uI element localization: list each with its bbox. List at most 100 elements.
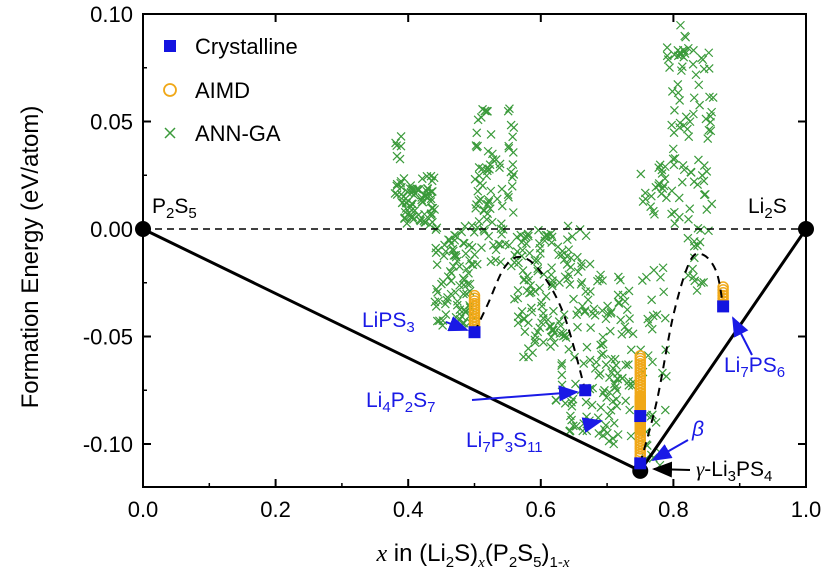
annga-point xyxy=(668,144,678,154)
annga-point xyxy=(593,276,602,286)
annga-point xyxy=(487,149,497,159)
annga-point xyxy=(670,154,680,163)
annga-point xyxy=(474,216,484,226)
annga-point xyxy=(573,322,582,332)
legend-annga-label: ANN-GA xyxy=(195,121,281,146)
annga-point xyxy=(673,80,683,89)
annga-point xyxy=(693,241,702,251)
annga-point xyxy=(549,328,559,338)
annga-point xyxy=(451,252,461,262)
annga-point xyxy=(658,368,667,378)
annga-point xyxy=(681,112,691,122)
annga-point xyxy=(455,305,465,315)
annga-point xyxy=(602,393,612,403)
annga-point xyxy=(704,226,713,236)
annga-point xyxy=(527,307,537,317)
annga-point xyxy=(462,264,472,274)
annga-point xyxy=(701,114,711,124)
annga-point xyxy=(699,176,709,186)
annga-point xyxy=(504,141,514,151)
aimd-point xyxy=(717,284,729,296)
annga-point xyxy=(624,380,634,390)
annga-point xyxy=(477,243,486,253)
annga-point xyxy=(557,370,567,380)
annga-point xyxy=(392,190,402,199)
annga-point xyxy=(706,126,716,136)
annga-point xyxy=(496,224,506,234)
annga-point xyxy=(506,167,516,177)
annga-point xyxy=(647,295,657,305)
annga-point xyxy=(546,270,556,280)
annga-point xyxy=(578,426,588,436)
annga-point xyxy=(431,301,441,311)
annga-point xyxy=(686,167,696,177)
annga-point xyxy=(558,328,568,338)
annga-point xyxy=(705,92,714,102)
annga-point xyxy=(568,394,578,404)
annga-point xyxy=(398,198,407,207)
annga-point xyxy=(685,204,695,214)
annga-point xyxy=(613,430,623,439)
annga-point xyxy=(681,32,691,42)
annga-point xyxy=(467,242,477,252)
annga-point xyxy=(494,239,504,249)
annga-point xyxy=(587,400,597,410)
annga-point xyxy=(513,312,523,322)
annga-point xyxy=(483,146,493,156)
annga-point xyxy=(693,180,703,189)
annga-point xyxy=(605,326,615,336)
annga-point xyxy=(683,233,693,243)
annga-point xyxy=(663,55,673,64)
annga-point xyxy=(596,350,606,360)
annga-point xyxy=(492,194,502,204)
annga-point xyxy=(482,106,491,116)
annga-point xyxy=(693,155,703,165)
annga-point xyxy=(536,297,546,307)
annga-point xyxy=(553,242,563,252)
annga-point xyxy=(432,223,442,233)
annga-point xyxy=(699,277,709,287)
annga-point xyxy=(519,314,529,324)
annga-point xyxy=(647,324,657,334)
annga-point xyxy=(648,357,657,367)
annga-point xyxy=(459,289,468,299)
annga-point xyxy=(491,255,501,265)
annga-point xyxy=(533,266,543,276)
annga-point xyxy=(520,274,529,284)
annga-point xyxy=(476,113,486,122)
legend-crystalline-label: Crystalline xyxy=(195,34,298,59)
annga-point xyxy=(508,160,518,169)
annga-point xyxy=(673,88,683,98)
annga-point xyxy=(622,305,632,315)
annga-point xyxy=(674,212,684,222)
annga-point xyxy=(535,248,545,258)
annga-point xyxy=(549,306,558,316)
annga-point xyxy=(658,263,668,273)
arrow-li7p3s11 xyxy=(581,417,603,433)
annga-point xyxy=(625,405,635,415)
x-tick-label: 0.6 xyxy=(526,497,557,522)
annga-point xyxy=(670,105,679,115)
annga-point xyxy=(656,189,666,199)
crystalline-point xyxy=(579,384,592,397)
annga-point xyxy=(486,186,496,196)
annga-point xyxy=(487,217,497,227)
arrow-li7ps6 xyxy=(732,316,753,356)
annga-point xyxy=(495,163,504,173)
annga-point xyxy=(580,306,590,316)
aimd-point xyxy=(717,287,729,299)
annga-point xyxy=(585,355,595,365)
annga-point xyxy=(541,291,551,301)
annga-point xyxy=(646,191,656,201)
annga-point xyxy=(581,287,591,296)
annga-point xyxy=(433,287,442,297)
annga-point xyxy=(703,134,713,143)
annga-point xyxy=(702,166,712,176)
annga-point xyxy=(596,340,606,350)
annga-point xyxy=(625,314,634,323)
annga-point xyxy=(684,132,694,142)
annga-point xyxy=(517,251,527,261)
annga-point xyxy=(503,190,513,200)
annga-point xyxy=(606,307,616,317)
annga-point xyxy=(610,382,620,392)
